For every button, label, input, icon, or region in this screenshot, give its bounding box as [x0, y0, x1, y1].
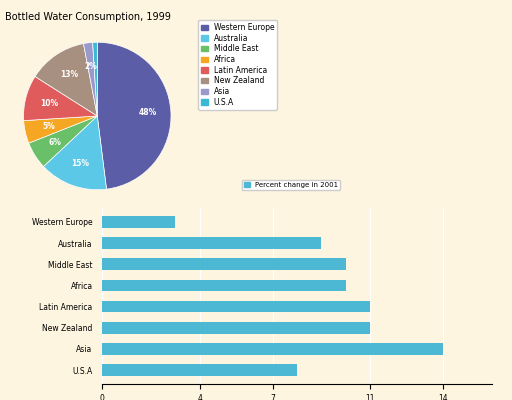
Text: 15%: 15%	[71, 159, 89, 168]
Bar	[102, 258, 346, 270]
Bar	[102, 280, 346, 291]
Bar	[102, 364, 297, 376]
Wedge shape	[24, 116, 97, 143]
Text: 5%: 5%	[42, 122, 55, 132]
Wedge shape	[35, 44, 97, 116]
Text: 10%: 10%	[39, 99, 58, 108]
Bar	[102, 322, 370, 334]
Wedge shape	[83, 42, 97, 116]
Text: 2%: 2%	[84, 62, 97, 71]
Text: Bottled Water Consumption, 1999: Bottled Water Consumption, 1999	[5, 12, 171, 22]
Text: 6%: 6%	[49, 138, 61, 147]
Wedge shape	[93, 42, 97, 116]
Bar	[102, 216, 175, 228]
Bar	[102, 343, 443, 355]
Legend: Western Europe, Australia, Middle East, Africa, Latin America, New Zealand, Asia: Western Europe, Australia, Middle East, …	[198, 20, 278, 110]
Text: 48%: 48%	[138, 108, 157, 117]
Bar	[102, 301, 370, 312]
Bar	[102, 237, 322, 249]
Wedge shape	[97, 42, 171, 189]
Wedge shape	[44, 116, 106, 190]
Text: 13%: 13%	[60, 70, 78, 79]
Legend: Percent change in 2001: Percent change in 2001	[242, 180, 340, 190]
Wedge shape	[24, 76, 97, 121]
Wedge shape	[29, 116, 97, 166]
